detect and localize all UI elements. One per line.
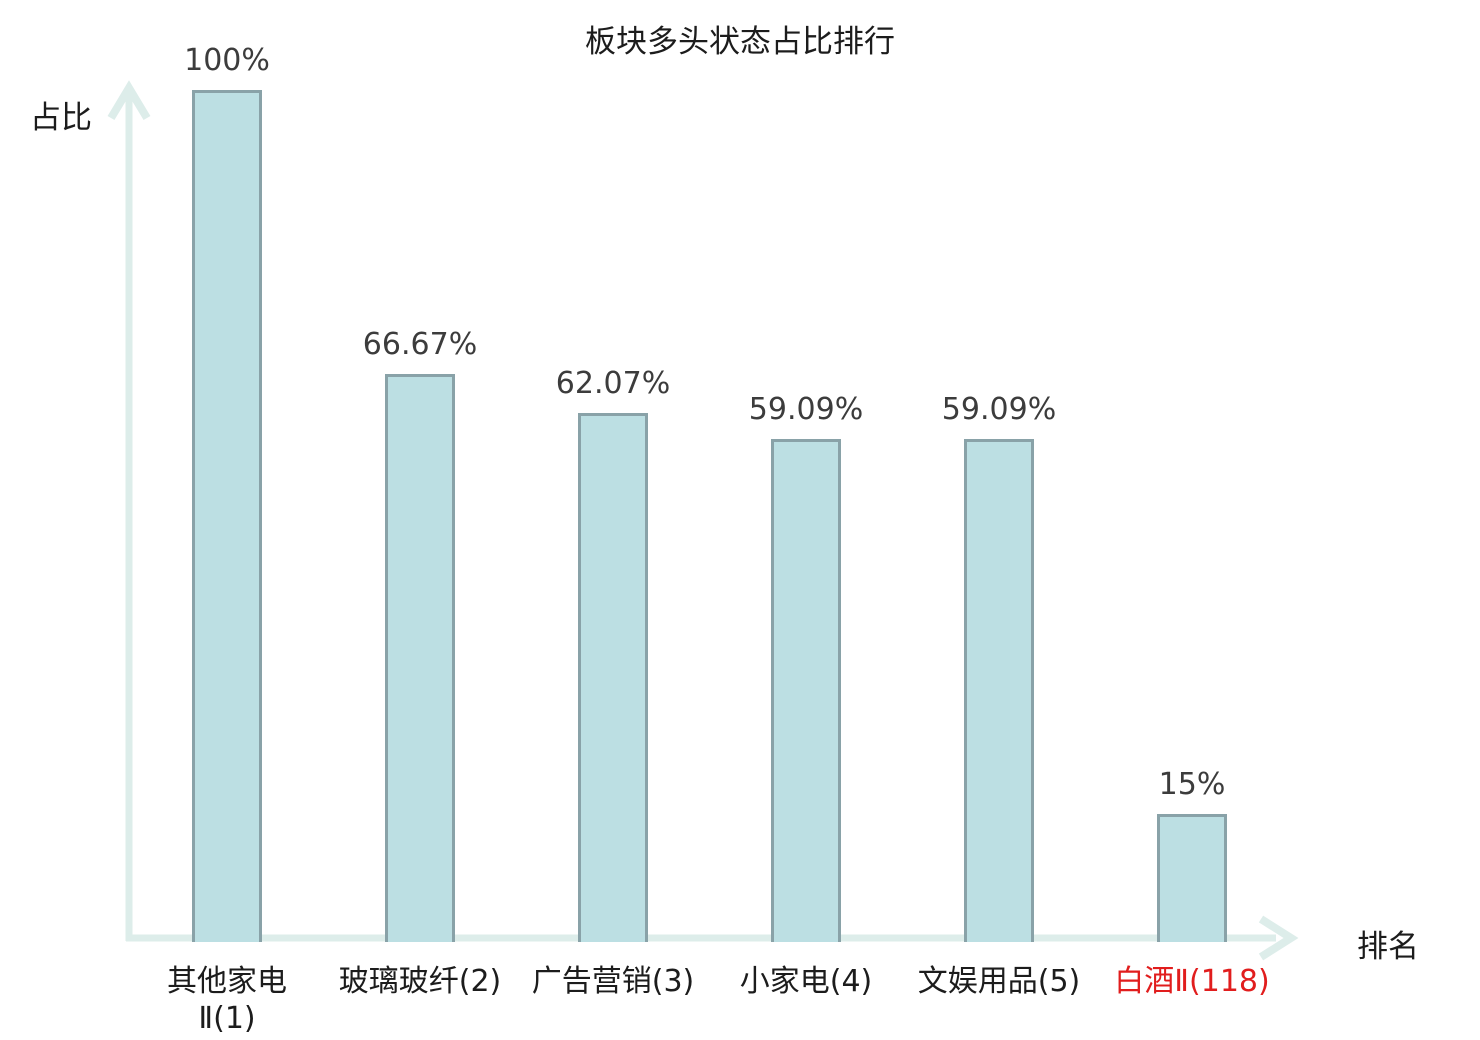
category-label: 玻璃玻纤(2) — [338, 964, 502, 999]
y-axis-label: 占比 — [30, 100, 92, 136]
bar — [578, 413, 648, 942]
bar-value-label: 100% — [184, 43, 270, 78]
x-axis-label: 排名 — [1357, 929, 1419, 965]
bar — [385, 374, 455, 942]
chart-title: 板块多头状态占比排行 — [585, 24, 895, 60]
category-label: 文娱用品(5) — [917, 964, 1081, 999]
bar-value-label: 59.09% — [941, 392, 1057, 427]
x-axis-arrow-icon — [1258, 915, 1299, 961]
bar-value-label: 66.67% — [362, 327, 478, 362]
bar-value-label: 62.07% — [555, 366, 671, 401]
bar — [192, 90, 262, 942]
bar-value-label: 59.09% — [748, 392, 864, 427]
bar — [1157, 814, 1227, 942]
category-label: 小家电(4) — [739, 964, 873, 999]
category-label: 其他家电 Ⅱ(1) — [167, 964, 287, 1036]
bar-value-label: 15% — [1158, 767, 1226, 802]
category-label: 广告营销(3) — [531, 964, 695, 999]
bar — [964, 439, 1034, 942]
bar — [771, 439, 841, 942]
y-axis-arrow-icon — [107, 80, 151, 121]
category-label: 白酒Ⅱ(118) — [1114, 964, 1270, 999]
